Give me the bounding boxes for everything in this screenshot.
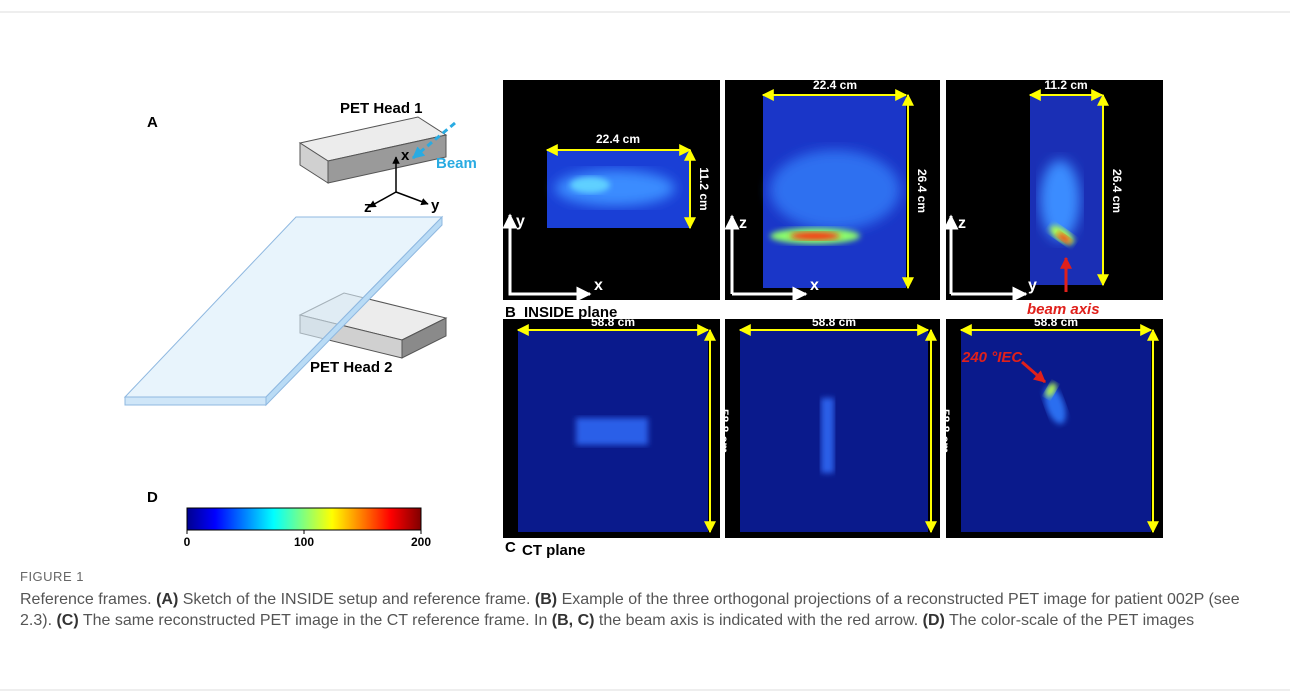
- dimension-label: 58.8 cm: [812, 315, 856, 329]
- dimension-label: 58.8 cm: [717, 409, 731, 453]
- pet-image: [724, 80, 940, 302]
- panel-label: D: [147, 489, 158, 506]
- caption-ref: (D): [922, 612, 945, 629]
- dimension-label: 58.8 cm: [1034, 315, 1078, 329]
- dimension-label: 11.2 cm: [697, 167, 711, 210]
- dimension-label: 22.4 cm: [813, 78, 857, 92]
- tick-label: 200: [411, 535, 431, 549]
- tick-label: 100: [294, 535, 314, 549]
- ct-image: [946, 319, 1163, 538]
- panel-title: CT plane: [522, 542, 585, 559]
- caption-ref: (B, C): [551, 612, 595, 629]
- caption-text: Sketch of the INSIDE setup and reference…: [178, 591, 535, 608]
- angle-label: 240 °IEC: [961, 349, 1023, 366]
- pet-image: [502, 80, 720, 302]
- panel-label: B: [505, 304, 516, 321]
- dimension-label: 26.4 cm: [915, 169, 929, 213]
- caption-text: The same reconstructed PET image in the …: [78, 612, 552, 629]
- head-label: PET Head 1: [340, 100, 423, 117]
- ct-image: [725, 319, 940, 538]
- dimension-label: 58.8 cm: [938, 409, 952, 453]
- caption-text: Example of the three orthogonal projecti…: [20, 591, 1240, 629]
- caption-text: The color-scale of the PET images: [944, 612, 1195, 629]
- tick-label: 0: [184, 535, 191, 549]
- axis-label: z: [364, 199, 372, 216]
- axis-label: y: [1028, 277, 1037, 294]
- caption-ref: (B): [534, 591, 558, 608]
- axis-label: y: [431, 197, 440, 214]
- colorbar: [186, 507, 422, 531]
- axis-label: x: [810, 277, 819, 294]
- caption-text: Reference frames.: [20, 591, 157, 608]
- dimension-label: 26.4 cm: [1110, 169, 1124, 213]
- axis-label: x: [594, 277, 603, 294]
- panel-label: A: [147, 114, 158, 131]
- panel-label: C: [505, 539, 516, 556]
- dimension-label: 22.4 cm: [596, 132, 640, 146]
- dimension-label: 58.8 cm: [591, 315, 635, 329]
- axis-label: z: [739, 215, 747, 232]
- dimension-label: 11.2 cm: [1044, 78, 1087, 92]
- caption-ref: (A): [156, 591, 179, 608]
- axis-label: y: [516, 213, 525, 230]
- head-label: PET Head 2: [310, 359, 393, 376]
- caption: FIGURE 1 Reference frames. (A) Sketch of …: [20, 566, 1270, 631]
- figure-label: FIGURE 1: [20, 569, 84, 584]
- sketch: [123, 116, 456, 407]
- axis-label: x: [401, 147, 410, 164]
- beam-label: Beam: [436, 155, 477, 172]
- caption-ref: (C): [56, 612, 79, 629]
- beam-axis-label: beam axis: [1027, 301, 1100, 318]
- caption-text: the beam axis is indicated with the red …: [594, 612, 923, 629]
- ct-image: [503, 319, 720, 538]
- pet-image: [943, 80, 1163, 302]
- axis-label: z: [958, 215, 966, 232]
- colorbar-ticks: 0 100 200: [184, 530, 431, 549]
- panel-title: INSIDE plane: [524, 304, 617, 321]
- dimension-label: 58.8 cm: [1160, 409, 1174, 453]
